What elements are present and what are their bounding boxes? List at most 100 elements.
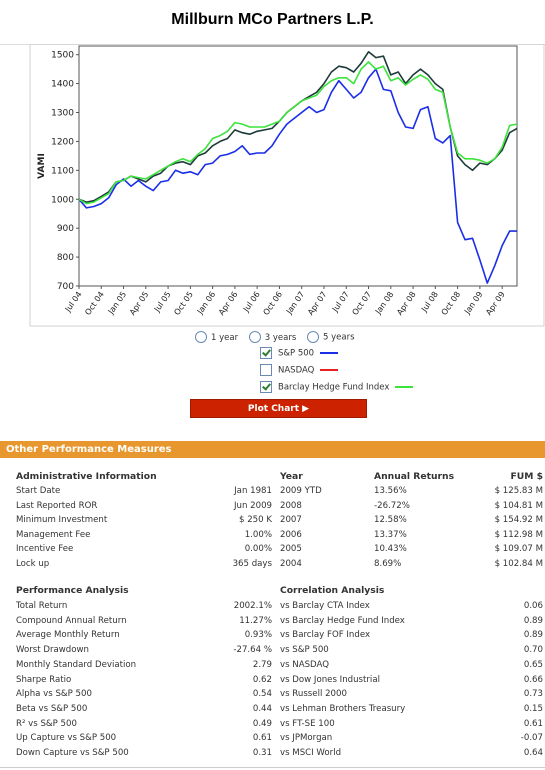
analysis-row-value: 0.31 [252,748,272,758]
barclay-label: Barclay Hedge Fund Index [278,382,390,393]
year-header: Year [280,471,303,482]
analysis-row-value: 0.49 [252,718,272,729]
legend-item-nasdaq[interactable]: NASDAQ [260,364,339,376]
range-1-year-label[interactable]: 1 year [211,332,239,343]
plot-area [78,45,518,287]
analysis-row-label: Beta vs S&P 500 [16,703,88,714]
legend-item-barclay[interactable]: Barclay Hedge Fund Index [260,381,414,393]
admin-row-label: Management Fee [16,529,91,540]
page-title: Millburn MCo Partners L.P. [171,11,374,28]
sp500-label: S&P 500 [278,348,315,359]
correlation-row-value: -0.07 [520,733,543,744]
chart-frame [29,44,545,327]
barclay-swatch [395,386,414,388]
analysis-row-label: Compound Annual Return [16,615,127,626]
correlation-row-value: 0.06 [523,601,543,611]
annual-row-return: 13.56% [374,486,407,496]
x-tick-label: Jan 08 [373,290,395,317]
analysis-row-label: Average Monthly Return [16,630,120,641]
sp500-swatch [320,352,339,354]
x-tick-label: Jul 07 [330,290,351,314]
analysis-row-label: Down Capture vs S&P 500 [16,748,129,758]
annual-returns-header: Annual Returns [374,471,455,482]
correlation-row-label: vs NASDAQ [280,659,330,670]
analysis-row-value: -27.64 % [233,645,272,656]
annual-row-fum: $ 104.81 M [494,500,543,511]
analysis-row-label: Total Return [16,601,68,611]
correlation-row-label: vs MSCI World [280,748,342,758]
x-tick-label: Apr 07 [306,290,329,317]
y-tick-label: 1200 [51,137,74,147]
annual-row-year: 2009 YTD [280,486,322,496]
series-line-1 [78,68,517,284]
x-tick-label: Jul 04 [63,290,84,314]
correlation-row-value: 0.65 [523,659,543,670]
y-tick-label: 1400 [51,80,74,90]
x-tick-label: Oct 08 [440,290,463,317]
admin-row-value: $ 250 K [239,515,272,526]
range-3-years-radio[interactable] [248,331,261,343]
correlation-row-label: vs S&P 500 [280,645,329,656]
divider [0,767,545,768]
x-tick-label: Jan 07 [284,290,306,317]
admin-row-value: Jun 2009 [233,500,272,511]
correlation-row-label: vs Barclay CTA Index [280,601,370,611]
performance-analysis-header: Performance Analysis [16,585,129,596]
legend-item-sp500[interactable]: S&P 500 [260,347,339,359]
correlation-row-label: vs Russell 2000 [280,689,347,700]
analysis-row-label: Worst Drawdown [16,645,89,656]
barclay-checkbox[interactable] [260,381,272,393]
correlation-row-label: vs JPMorgan [280,733,333,744]
analysis-row-value: 11.27% [239,615,272,626]
analysis-row-label: Monthly Standard Deviation [16,659,137,670]
annual-row-fum: $ 109.07 M [494,544,543,555]
correlation-row-value: 0.89 [523,630,543,641]
range-selector: 1 year 3 years 5 years [195,331,355,343]
annual-row-return: 13.37% [374,529,407,540]
analysis-row-label: Alpha vs S&P 500 [16,689,92,700]
admin-row-label: Last Reported ROR [16,500,98,511]
y-tick-label: 800 [57,253,74,263]
correlation-row-value: 0.61 [523,718,543,729]
analysis-row-value: 0.93% [244,630,272,641]
plot-chart-button[interactable]: Plot Chart ▶ [190,399,367,418]
y-tick-label: 900 [57,224,74,234]
x-tick-label: Apr 05 [128,290,151,317]
x-tick-label: Jul 08 [419,290,440,314]
y-axis-label: VAMI [37,153,47,179]
nasdaq-checkbox[interactable] [260,364,272,376]
section-header: Other Performance Measures [0,441,545,458]
x-tick-label: Oct 07 [351,290,374,317]
admin-row-label: Lock up [16,559,50,569]
annual-row-year: 2008 [280,500,302,511]
correlation-row-label: vs Lehman Brothers Treasury [280,703,406,714]
x-tick-label: Oct 04 [83,290,106,317]
annual-row-year: 2007 [280,515,302,526]
x-tick-label: Jan 05 [106,290,128,317]
sp500-checkbox[interactable] [260,347,272,359]
correlation-row-label: vs Barclay Hedge Fund Index [280,615,405,626]
x-tick-label: Jul 05 [152,290,173,314]
x-tick-label: Oct 05 [172,290,195,317]
analysis-row-label: Sharpe Ratio [16,674,72,685]
x-tick-label: Jul 06 [241,290,262,314]
admin-row-label: Incentive Fee [16,544,74,555]
range-5-years-radio[interactable] [307,331,319,343]
admin-row-label: Minimum Investment [16,515,108,526]
correlation-row-value: 0.15 [523,703,543,714]
range-1-year-radio[interactable] [195,331,207,343]
analysis-row-value: 2002.1% [233,601,272,611]
analysis-row-value: 2.79 [252,659,272,670]
range-3-years-label[interactable]: 3 years [264,332,297,343]
analysis-row-value: 0.44 [252,703,272,714]
annual-row-return: 8.69% [374,559,402,569]
correlation-analysis-header: Correlation Analysis [280,585,385,596]
correlation-row-value: 0.70 [523,645,543,656]
annual-row-fum: $ 154.92 M [494,515,543,526]
admin-row-value: 365 days [232,559,272,569]
correlation-row-label: vs FT-SE 100 [280,718,335,729]
annual-row-fum: $ 125.83 M [494,486,543,496]
annual-row-year: 2005 [280,544,302,555]
correlation-row-value: 0.66 [523,674,543,685]
range-5-years-label[interactable]: 5 years [323,332,355,343]
